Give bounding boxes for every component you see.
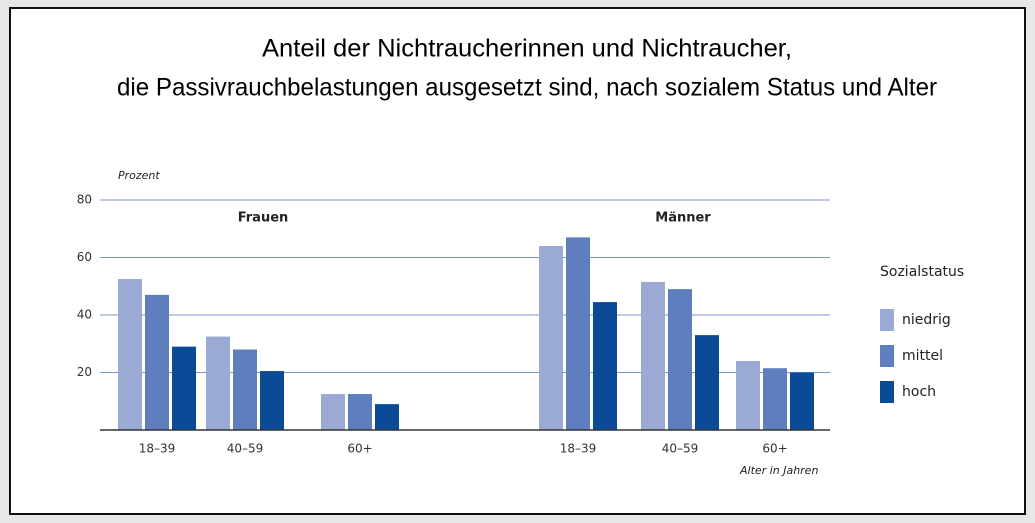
bar (375, 404, 399, 430)
bar (695, 335, 719, 430)
bar (206, 336, 230, 430)
bar (260, 371, 284, 430)
bar (736, 361, 760, 430)
legend-label: niedrig (902, 312, 951, 328)
y-tick-label: 40 (77, 308, 92, 322)
x-tick-label: 60+ (347, 442, 372, 456)
bar (668, 289, 692, 430)
bar (145, 294, 169, 430)
x-tick-label: 40–59 (662, 442, 699, 456)
bar (539, 246, 563, 430)
bar (321, 394, 345, 430)
x-tick-label: 18–39 (139, 442, 176, 456)
y-tick-label: 20 (77, 365, 92, 379)
legend-swatch (880, 345, 894, 367)
bar (233, 349, 257, 430)
legend-swatch (880, 381, 894, 403)
x-tick-label: 60+ (762, 442, 787, 456)
x-axis-label: Alter in Jahren (739, 464, 818, 477)
bar (566, 237, 590, 430)
y-tick-label: 80 (77, 193, 92, 207)
legend-title: Sozialstatus (880, 264, 964, 280)
group-label: Frauen (238, 211, 289, 226)
y-tick-label: 60 (77, 250, 92, 264)
x-tick-label: 18–39 (560, 442, 597, 456)
bar (763, 368, 787, 430)
y-axis-label: Prozent (118, 169, 160, 182)
group-label: Männer (655, 211, 711, 226)
bar (348, 394, 372, 430)
chart-subtitle: die Passivrauchbelastungen ausgesetzt si… (117, 74, 937, 102)
legend-swatch (880, 309, 894, 331)
legend-label: hoch (902, 384, 936, 400)
chart-title: Anteil der Nichtraucherinnen und Nichtra… (262, 35, 792, 63)
bar (641, 281, 665, 430)
bar (118, 279, 142, 430)
bar (790, 372, 814, 430)
legend-label: mittel (902, 348, 943, 364)
bar (593, 302, 617, 430)
bar (172, 346, 196, 430)
x-tick-label: 40–59 (227, 442, 264, 456)
